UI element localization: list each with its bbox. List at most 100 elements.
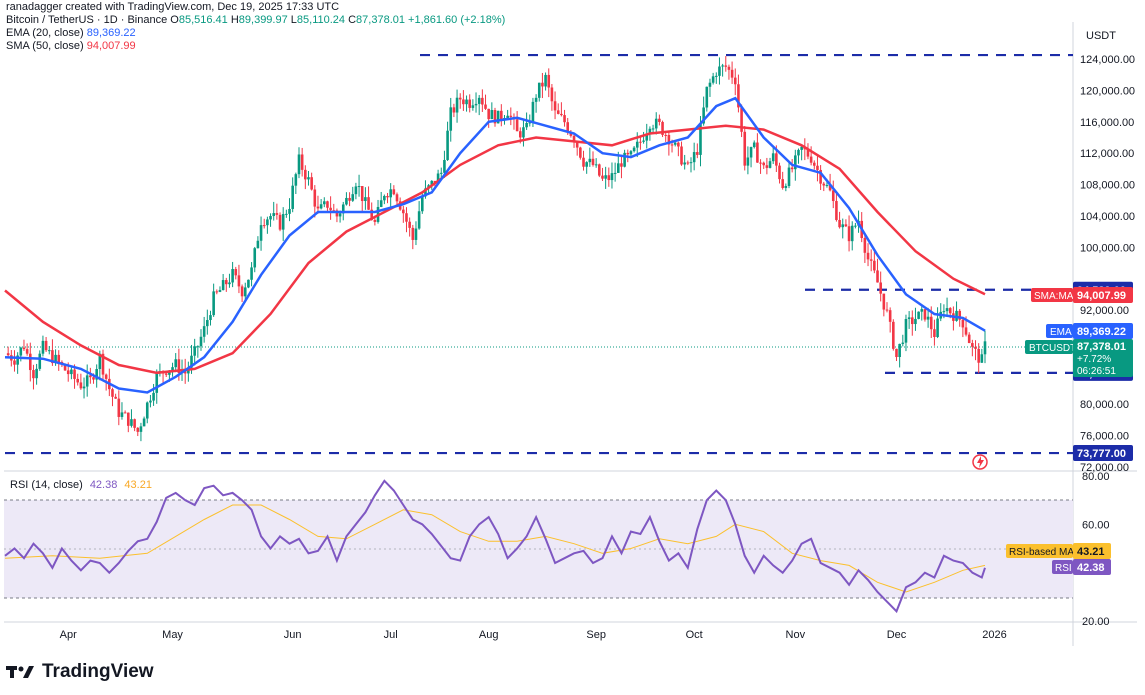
candle (199, 329, 203, 351)
candle (446, 121, 449, 161)
candle (882, 293, 886, 317)
candle (266, 216, 269, 234)
candle (32, 364, 35, 390)
candle (414, 221, 418, 246)
candle (493, 107, 497, 127)
candle (604, 166, 607, 189)
candle (974, 340, 977, 361)
candle (550, 84, 554, 111)
candle (19, 346, 23, 362)
candle (139, 422, 143, 442)
candle (386, 192, 389, 204)
candle (218, 286, 222, 293)
candle (509, 107, 513, 126)
candle (82, 377, 86, 399)
candle (797, 148, 800, 164)
candle (752, 140, 756, 149)
candle (114, 393, 117, 399)
candle (847, 215, 851, 252)
candle (639, 135, 642, 150)
candle (983, 330, 987, 364)
alert-lightning-icon[interactable] (972, 454, 988, 470)
candle (288, 198, 291, 222)
candle (142, 416, 146, 427)
candle (126, 412, 130, 433)
candle (130, 409, 133, 428)
candle (547, 68, 551, 98)
candle (556, 103, 560, 115)
candle (405, 207, 408, 233)
candle (522, 120, 525, 147)
candle (455, 89, 459, 123)
candle (765, 157, 769, 175)
candle (221, 273, 225, 291)
candle (683, 154, 686, 170)
candle (272, 201, 276, 221)
candle (101, 349, 105, 382)
price-tick: 72,000.00 (1080, 462, 1129, 474)
candle (240, 284, 244, 303)
candle (462, 90, 465, 111)
candle (696, 143, 699, 159)
candle (512, 113, 516, 130)
rsi-tick: 80.00 (1082, 471, 1110, 483)
candle (885, 302, 889, 313)
time-tick: Oct (686, 629, 703, 641)
candle (850, 221, 854, 251)
time-tick: Apr (60, 629, 77, 641)
currency-label: USDT (1086, 30, 1116, 42)
horizontal-levels[interactable] (5, 53, 1073, 455)
time-tick: 2026 (982, 629, 1006, 641)
ema-legend: EMA (20, close) 89,369.22 (6, 27, 136, 39)
candle (332, 203, 336, 212)
candlesticks (6, 56, 987, 442)
candle (481, 89, 484, 112)
time-tick: Dec (887, 629, 907, 641)
candle (873, 251, 876, 274)
candle (920, 306, 924, 321)
candle (585, 161, 588, 174)
candle (13, 350, 16, 372)
price-axis[interactable]: 124,000.00 120,000.00 116,000.00 112,000.00… (1080, 54, 1135, 474)
candle (835, 193, 838, 222)
time-axis[interactable]: Apr May Jun Jul Aug Sep Oct Nov Dec 2026 (60, 629, 1007, 641)
candle (980, 348, 984, 363)
candle (718, 57, 721, 85)
candle (281, 207, 285, 241)
candle (901, 334, 905, 347)
candle (326, 200, 329, 212)
rsi-tick: 20.00 (1082, 616, 1110, 628)
candle (250, 262, 253, 287)
candle (677, 141, 680, 157)
candle (212, 283, 215, 317)
candle (38, 350, 42, 371)
candle (686, 160, 690, 166)
candle (601, 167, 604, 181)
candle (278, 212, 282, 232)
candle (661, 120, 664, 138)
svg-text:89,369.22: 89,369.22 (1077, 326, 1126, 338)
candle (465, 95, 468, 112)
candle (809, 146, 813, 166)
candle (806, 143, 810, 160)
tradingview-logo-icon (6, 666, 34, 678)
candle (910, 310, 914, 336)
candle (967, 332, 971, 344)
candle (35, 363, 38, 385)
candle (831, 180, 835, 209)
rsi-ma-line (4, 504, 986, 593)
creator-line: ranadagger created with TradingView.com,… (6, 1, 340, 13)
candle (955, 301, 958, 322)
candle (187, 361, 190, 382)
svg-text:RSI: RSI (1055, 563, 1072, 574)
candle (348, 192, 351, 207)
candle (357, 174, 361, 197)
candle (907, 311, 911, 329)
time-tick: Aug (479, 629, 499, 641)
tradingview-logo: TradingView (6, 661, 154, 683)
candle (730, 61, 734, 84)
candle (389, 183, 392, 209)
rsi-axis[interactable]: 80.00 60.00 20.00 (1082, 471, 1110, 628)
svg-text:SMA:MA: SMA:MA (1034, 291, 1074, 302)
